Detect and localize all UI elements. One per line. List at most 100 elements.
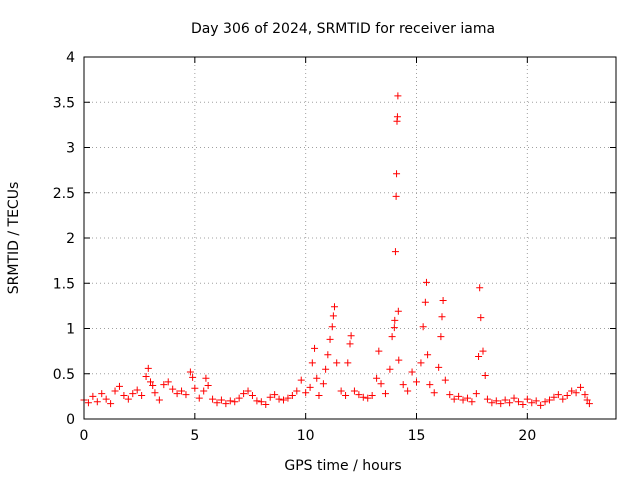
data-point-0-66 [330, 303, 338, 311]
data-point-0-139 [559, 395, 567, 403]
data-point-0-12 [133, 386, 141, 394]
data-point-0-58 [313, 374, 321, 382]
data-point-0-99 [419, 323, 427, 331]
data-point-0-136 [546, 396, 553, 404]
data-point-0-127 [506, 399, 514, 407]
data-point-0-108 [439, 296, 447, 304]
data-point-0-133 [532, 397, 540, 405]
data-point-0-27 [189, 373, 197, 381]
data-point-0-19 [155, 396, 163, 404]
data-point-0-3 [93, 398, 101, 406]
data-point-0-90 [393, 113, 401, 121]
data-point-0-60 [319, 380, 327, 388]
data-point-0-47 [271, 391, 279, 399]
data-point-0-53 [297, 376, 305, 384]
data-point-0-24 [178, 387, 186, 395]
data-point-0-54 [302, 389, 310, 397]
data-point-0-49 [280, 396, 287, 404]
data-point-0-103 [426, 381, 434, 389]
data-point-0-104 [430, 389, 438, 397]
data-point-0-131 [523, 395, 531, 403]
data-point-0-113 [459, 396, 467, 404]
data-point-0-59 [315, 391, 323, 399]
data-point-0-32 [204, 382, 212, 390]
data-point-0-119 [477, 314, 485, 322]
x-axis-ticks: 0 5 10 15 20 [80, 57, 536, 444]
data-point-0-56 [308, 359, 316, 367]
data-point-0-36 [222, 400, 230, 408]
data-point-0-143 [577, 383, 585, 391]
data-point-0-18 [151, 389, 159, 397]
data-point-0-1 [84, 399, 92, 407]
x-tick-label-2: 10 [297, 428, 315, 444]
data-point-0-52 [293, 387, 301, 395]
data-point-0-112 [455, 392, 463, 400]
data-point-0-7 [111, 387, 119, 395]
data-point-0-2 [89, 392, 97, 400]
data-point-0-80 [377, 380, 385, 388]
data-point-0-83 [388, 333, 396, 341]
data-point-0-15 [144, 364, 152, 372]
data-point-0-5 [102, 395, 110, 403]
grid-lines [84, 57, 616, 419]
data-point-0-68 [337, 387, 345, 395]
data-point-0-62 [324, 351, 332, 359]
data-point-0-20 [160, 381, 168, 389]
data-point-0-92 [394, 307, 402, 315]
data-point-0-146 [585, 400, 593, 408]
data-point-0-77 [368, 391, 376, 399]
data-point-0-64 [328, 323, 336, 331]
data-point-0-42 [248, 391, 256, 399]
data-point-0-95 [404, 387, 412, 395]
data-point-0-37 [226, 397, 234, 405]
data-point-0-6 [107, 400, 115, 408]
data-point-0-145 [583, 396, 591, 404]
data-point-0-118 [476, 284, 484, 292]
data-point-0-121 [481, 372, 489, 380]
y-tick-label-3: 1.5 [53, 276, 75, 292]
data-point-0-128 [510, 394, 518, 402]
data-point-0-28 [191, 384, 199, 392]
data-point-0-105 [435, 363, 443, 371]
data-point-0-55 [306, 383, 314, 391]
data-point-0-102 [424, 351, 432, 359]
data-point-0-51 [288, 391, 296, 399]
data-point-0-25 [182, 391, 190, 399]
y-tick-label-7: 3.5 [53, 95, 75, 111]
data-point-0-71 [346, 340, 354, 348]
y-tick-label-2: 1 [66, 322, 75, 338]
data-point-0-33 [209, 395, 217, 403]
data-point-0-26 [186, 368, 194, 376]
data-point-0-115 [468, 398, 476, 406]
data-point-0-141 [568, 387, 576, 395]
data-point-0-50 [284, 394, 292, 402]
data-point-0-8 [115, 382, 123, 390]
data-point-0-70 [344, 359, 352, 367]
data-point-0-82 [386, 365, 394, 373]
data-point-0-46 [266, 393, 274, 401]
data-point-0-87 [392, 192, 400, 200]
data-point-0-110 [446, 391, 454, 399]
data-point-0-138 [554, 391, 562, 399]
y-tick-label-6: 3 [66, 141, 75, 157]
data-point-0-116 [472, 390, 480, 398]
data-point-0-124 [492, 397, 500, 405]
data-point-0-21 [164, 378, 172, 386]
data-point-0-135 [541, 398, 549, 406]
data-point-0-22 [169, 385, 177, 393]
data-point-0-123 [488, 399, 496, 407]
data-point-0-57 [311, 344, 319, 352]
data-point-0-35 [217, 396, 225, 404]
data-point-0-86 [391, 248, 399, 256]
data-point-0-23 [173, 390, 181, 398]
data-point-0-134 [537, 401, 545, 409]
data-point-0-84 [390, 324, 398, 332]
data-point-0-85 [391, 316, 399, 324]
data-point-0-14 [142, 372, 150, 380]
data-point-0-75 [359, 393, 367, 401]
data-point-0-67 [333, 359, 341, 367]
y-tick-label-4: 2 [66, 231, 75, 247]
data-series-srmtid [80, 92, 593, 409]
